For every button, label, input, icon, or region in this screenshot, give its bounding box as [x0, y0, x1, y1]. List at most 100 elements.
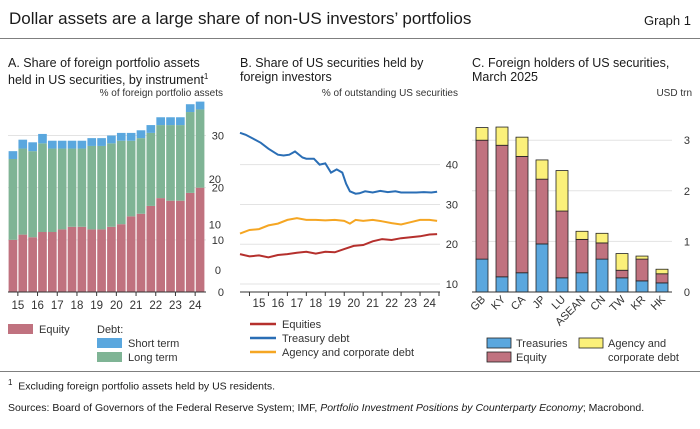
bar-short-term: [67, 140, 77, 149]
bar-long-term: [8, 158, 18, 240]
x-tick-label: 23: [404, 298, 417, 310]
bar-long-term: [185, 112, 195, 193]
x-tick-label: 16: [31, 300, 44, 312]
bar-equity: [195, 187, 205, 292]
y-tick-label: 0: [684, 287, 690, 299]
line-agency-corporate-debt-legend-label: Agency and corporate debt: [282, 347, 414, 359]
category-label: HK: [649, 293, 669, 313]
x-tick-label: 20: [347, 298, 360, 310]
bar-agency-corporate-debt: [495, 126, 509, 146]
bar-long-term: [67, 148, 77, 227]
x-tick-label: 15: [253, 298, 266, 310]
y-tick-label: 1: [684, 236, 690, 248]
x-tick-label: 15: [11, 300, 24, 312]
bar-long-term: [107, 143, 116, 227]
bar-short-term: [126, 132, 136, 141]
bar-equity: [107, 226, 116, 292]
panel-b-title-line2: foreign investors: [240, 70, 332, 84]
legend-label-long-term: Long term: [128, 352, 178, 364]
bar-short-term: [195, 101, 205, 110]
bar-short-term: [146, 125, 156, 133]
legend-label-agency-line1: Agency and: [608, 338, 666, 350]
bar-short-term: [185, 104, 195, 113]
bar-long-term: [38, 143, 47, 233]
category-label: CA: [509, 293, 529, 313]
bar-short-term: [176, 117, 185, 126]
bar-treasuries: [655, 282, 669, 293]
bar-equity: [575, 238, 589, 274]
bar-agency-corporate-debt: [515, 136, 529, 157]
panel-b-title: B. Share of US securities held by foreig…: [240, 56, 423, 84]
bar-equity: [615, 269, 629, 279]
bar-long-term: [77, 148, 87, 227]
x-tick-label: 16: [272, 298, 285, 310]
bar-short-term: [156, 117, 165, 126]
x-tick-label: 18: [309, 298, 322, 310]
line-treasury-debt: [239, 131, 438, 195]
bar-agency-corporate-debt: [635, 255, 649, 260]
bar-equity: [136, 213, 146, 292]
y-tick-label: 2: [684, 186, 690, 198]
bar-equity: [97, 229, 106, 292]
bar-short-term: [87, 138, 97, 146]
bar-agency-corporate-debt: [555, 170, 569, 212]
footnote-mark: 1: [203, 72, 209, 81]
line-treasury-debt-legend-label: Treasury debt: [282, 333, 349, 345]
unit-label: % of outstanding US securities: [322, 88, 458, 99]
category-label: CN: [588, 294, 608, 314]
legend-swatch-long-term: [97, 352, 122, 362]
bar-short-term: [97, 138, 106, 146]
panel-c-title-line1: C. Foreign holders of US securities,: [472, 56, 670, 70]
bar-equity: [18, 234, 28, 292]
bar-equity: [48, 232, 57, 292]
y-right-tick-label: 30: [446, 199, 458, 211]
x-tick-label: 22: [149, 300, 162, 312]
bar-short-term: [166, 117, 175, 126]
category-label: JP: [531, 294, 549, 312]
y-right-tick-label: 10: [446, 279, 458, 291]
bar-equity: [156, 198, 165, 292]
bar-long-term: [28, 151, 37, 238]
x-tick-label: 24: [423, 298, 436, 310]
bar-long-term: [166, 125, 175, 201]
bar-treasuries: [555, 277, 569, 293]
page-title: Dollar assets are a large share of non-U…: [9, 9, 472, 28]
footer-divider: [0, 371, 700, 372]
y-tick-label: 0: [218, 287, 224, 299]
sources: Sources: Board of Governors of the Feder…: [8, 402, 645, 414]
bar-long-term: [18, 148, 28, 235]
bar-equity: [166, 200, 175, 292]
bar-short-term: [116, 132, 126, 141]
bar-treasuries: [575, 272, 589, 293]
bar-agency-corporate-debt: [535, 159, 549, 180]
bar-equity: [535, 178, 549, 245]
bar-short-term: [8, 151, 18, 159]
line-equities: [239, 233, 438, 259]
bar-long-term: [146, 132, 156, 206]
legend-label-short-term: Short term: [128, 338, 179, 350]
category-label: GB: [468, 294, 488, 314]
bar-equity: [555, 210, 569, 279]
legend-label-agency-line2: corporate debt: [608, 352, 679, 364]
x-tick-label: 23: [169, 300, 182, 312]
bar-long-term: [136, 138, 146, 214]
category-label: KY: [489, 293, 508, 312]
bar-short-term: [77, 140, 87, 149]
bar-long-term: [195, 109, 205, 188]
bar-equity: [57, 229, 67, 292]
y-left-tick-label: 0: [215, 265, 221, 277]
title-divider: [0, 38, 700, 39]
bar-treasuries: [535, 243, 549, 293]
bar-agency-corporate-debt: [595, 232, 609, 244]
bar-long-term: [176, 125, 185, 201]
bar-equity: [176, 200, 185, 292]
y-left-tick-label: 20: [209, 174, 221, 186]
y-left-tick-label: 10: [209, 220, 221, 232]
bar-short-term: [57, 140, 67, 149]
bar-equity: [8, 239, 18, 292]
bar-equity: [515, 155, 529, 274]
bar-equity: [28, 237, 37, 292]
bar-equity: [116, 224, 126, 292]
bar-equity: [126, 216, 136, 292]
